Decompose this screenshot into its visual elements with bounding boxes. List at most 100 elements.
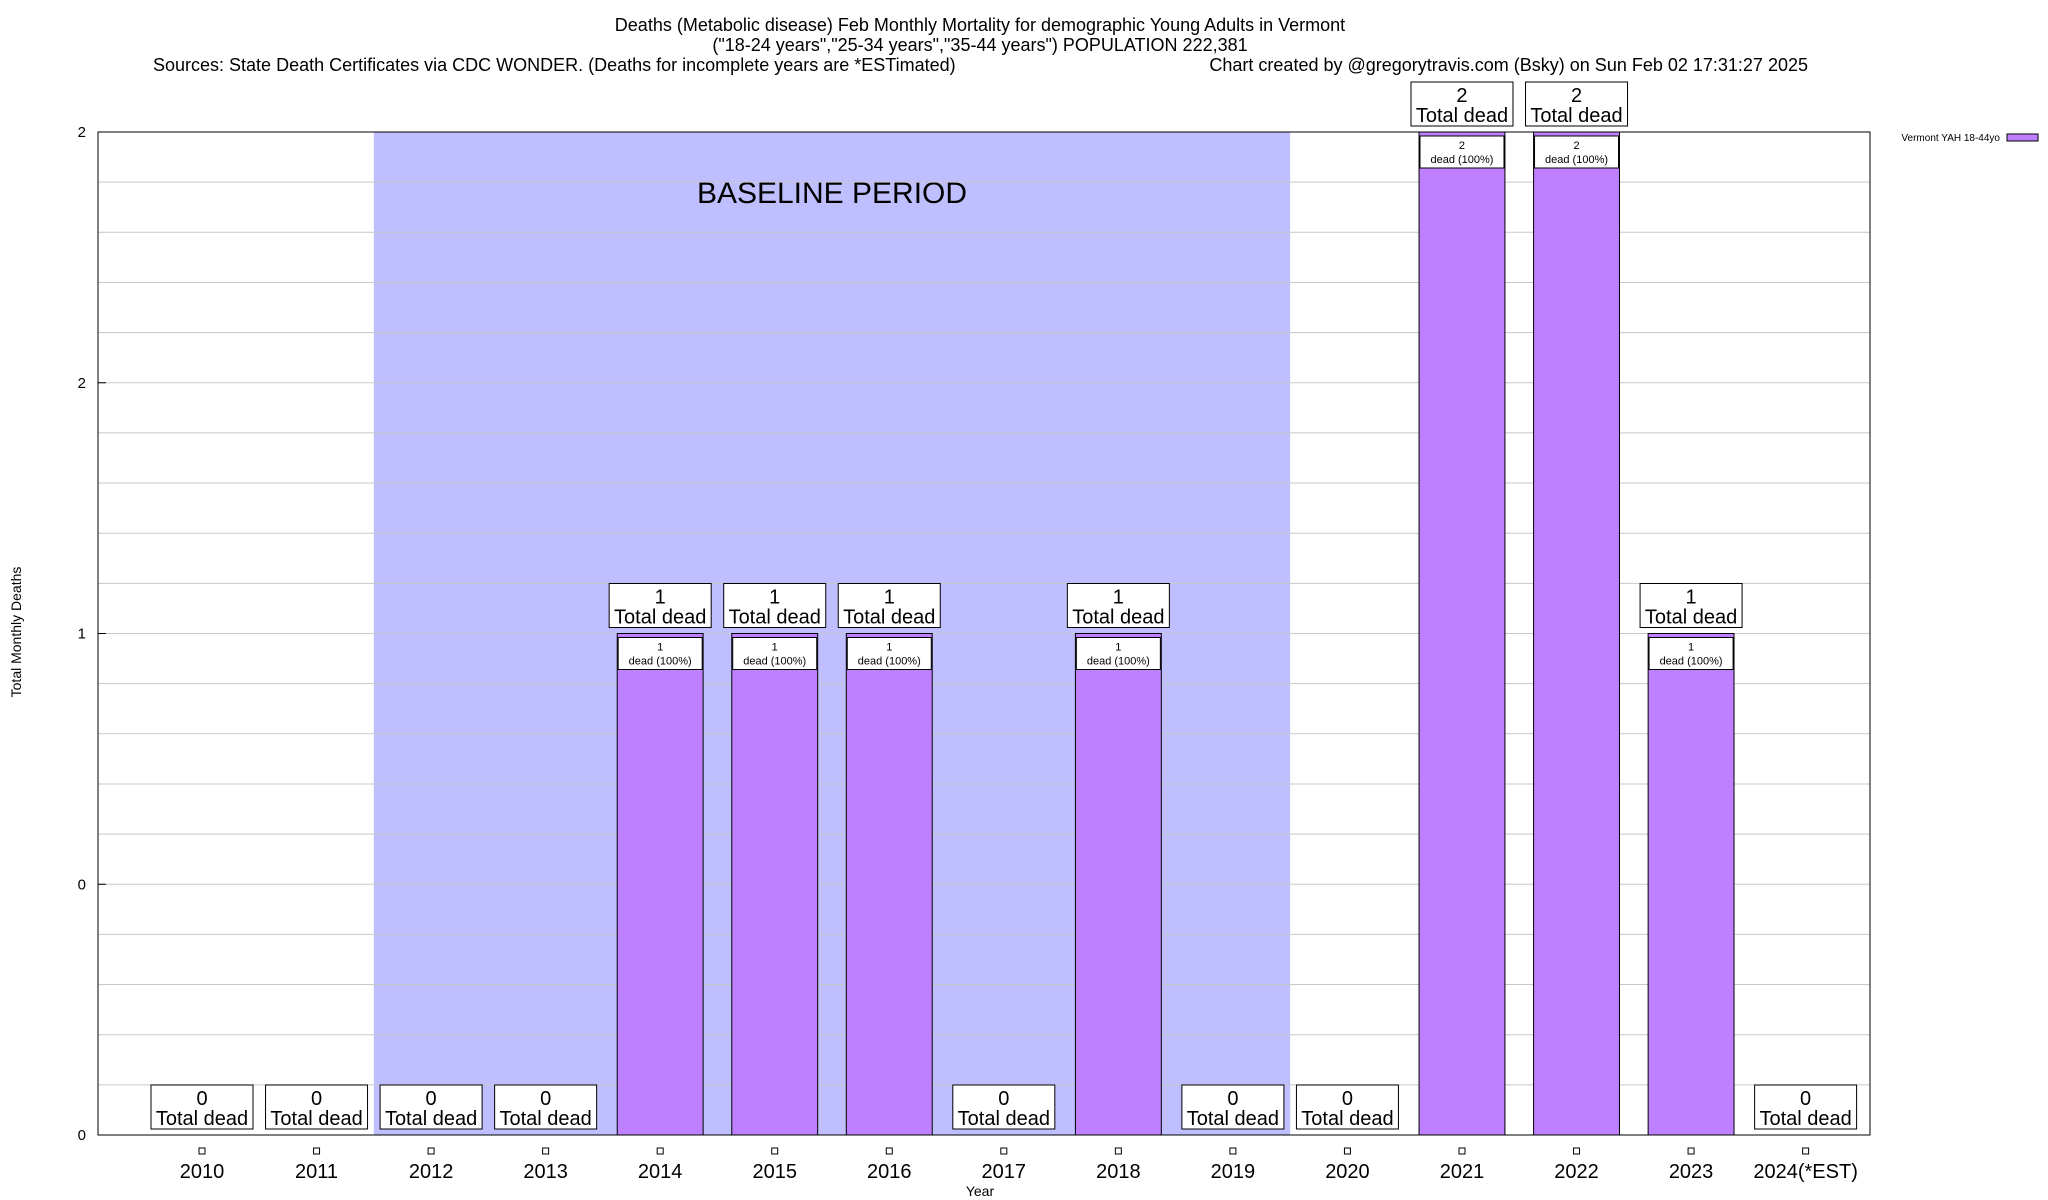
bar	[731, 633, 819, 1136]
total-label-text: Total dead	[843, 607, 935, 629]
inner-label-count: 1	[886, 642, 892, 654]
total-label-box	[1410, 81, 1514, 127]
inner-label-box	[732, 637, 818, 670]
x-tick-label: 2021	[1440, 1161, 1485, 1183]
total-label-box	[494, 1084, 598, 1130]
total-label-count: 0	[1342, 1088, 1353, 1110]
inner-label-box	[1534, 135, 1620, 169]
inner-label-text: dead (100%)	[629, 656, 692, 668]
total-label-box	[265, 1084, 369, 1130]
x-tick-marker	[656, 1147, 664, 1155]
chart-sources: Sources: State Death Certificates via CD…	[153, 55, 956, 75]
bar	[845, 633, 933, 1136]
x-tick-label: 2012	[409, 1161, 454, 1183]
inner-label-text: dead (100%)	[1545, 154, 1608, 166]
total-label-box	[837, 583, 941, 628]
x-tick-marker	[1458, 1147, 1466, 1155]
total-label-box	[1295, 1084, 1399, 1130]
y-tick-label: 0	[78, 876, 86, 893]
bar	[616, 633, 704, 1136]
total-label-box	[1525, 81, 1629, 127]
total-label-text: Total dead	[1301, 1108, 1393, 1130]
total-label-box	[952, 1084, 1056, 1130]
total-label-text: Total dead	[1187, 1108, 1279, 1130]
y-tick-label: 2	[78, 375, 86, 392]
total-label-text: Total dead	[1759, 1108, 1851, 1130]
total-label-text: Total dead	[270, 1108, 362, 1130]
x-tick-marker	[313, 1147, 321, 1155]
inner-label-box	[846, 637, 932, 670]
total-label-text: Total dead	[1645, 607, 1737, 629]
y-tick-label: 0	[78, 1127, 86, 1144]
total-label-text: Total dead	[385, 1108, 477, 1130]
bar	[1647, 633, 1735, 1136]
total-label-box	[1754, 1084, 1858, 1130]
chart-title-line-1: Deaths (Metabolic disease) Feb Monthly M…	[615, 15, 1345, 35]
total-label-count: 1	[1113, 587, 1124, 609]
bar	[1074, 633, 1162, 1136]
inner-label-count: 1	[1115, 642, 1121, 654]
x-tick-marker	[198, 1147, 206, 1155]
total-label-count: 0	[1227, 1088, 1238, 1110]
total-label-text: Total dead	[614, 607, 706, 629]
total-label-box	[1066, 583, 1170, 628]
total-label-count: 0	[998, 1088, 1009, 1110]
inner-label-box	[617, 637, 703, 670]
x-tick-marker	[542, 1147, 550, 1155]
y-tick-label: 2	[78, 124, 86, 141]
inner-label-count: 1	[1688, 642, 1694, 654]
total-label-count: 1	[1686, 587, 1697, 609]
total-label-text: Total dead	[729, 607, 821, 629]
x-tick-label: 2018	[1096, 1161, 1141, 1183]
legend-label: Vermont YAH 18-44yo	[1901, 133, 2000, 144]
x-tick-label: 2024(*EST)	[1753, 1161, 1858, 1183]
inner-label-count: 1	[657, 642, 663, 654]
inner-label-box	[1419, 135, 1505, 169]
inner-label-text: dead (100%)	[858, 656, 921, 668]
inner-label-box	[1075, 637, 1161, 670]
x-tick-marker	[427, 1147, 435, 1155]
bar	[1418, 131, 1506, 1136]
total-label-count: 0	[540, 1088, 551, 1110]
x-tick-label: 2023	[1669, 1161, 1714, 1183]
x-tick-label: 2015	[752, 1161, 797, 1183]
total-label-count: 2	[1571, 85, 1582, 107]
x-tick-label: 2013	[523, 1161, 568, 1183]
total-label-count: 0	[1800, 1088, 1811, 1110]
x-tick-label: 2010	[180, 1161, 225, 1183]
total-label-box	[150, 1084, 254, 1130]
total-label-text: Total dead	[958, 1108, 1050, 1130]
x-tick-marker	[1687, 1147, 1695, 1155]
total-label-box	[723, 583, 827, 628]
inner-label-text: dead (100%)	[1087, 656, 1150, 668]
total-label-count: 1	[655, 587, 666, 609]
total-label-text: Total dead	[1072, 607, 1164, 629]
total-label-count: 0	[426, 1088, 437, 1110]
inner-label-text: dead (100%)	[1430, 154, 1493, 166]
chart-title-line-2: ("18-24 years","25-34 years","35-44 year…	[712, 35, 1247, 55]
total-label-box	[1181, 1084, 1285, 1130]
x-axis-label: Year	[966, 1183, 995, 1199]
chart-credit: Chart created by @gregorytravis.com (Bsk…	[1209, 55, 1808, 75]
total-label-count: 0	[311, 1088, 322, 1110]
bar	[1533, 131, 1620, 1136]
total-label-text: Total dead	[1530, 105, 1622, 127]
total-label-box	[1639, 583, 1743, 628]
total-label-count: 1	[769, 587, 780, 609]
inner-label-box	[1648, 637, 1734, 670]
x-tick-marker	[1573, 1147, 1581, 1155]
total-label-count: 1	[884, 587, 895, 609]
total-label-text: Total dead	[499, 1108, 591, 1130]
x-tick-marker	[1343, 1147, 1351, 1155]
x-tick-label: 2017	[982, 1161, 1027, 1183]
inner-label-text: dead (100%)	[1660, 656, 1723, 668]
x-tick-label: 2019	[1211, 1161, 1256, 1183]
x-tick-label: 2022	[1554, 1161, 1599, 1183]
total-label-text: Total dead	[1416, 105, 1508, 127]
x-tick-marker	[885, 1147, 893, 1155]
total-label-count: 0	[196, 1088, 207, 1110]
x-tick-marker	[1229, 1147, 1237, 1155]
inner-label-count: 2	[1573, 140, 1579, 152]
x-tick-label: 2011	[295, 1161, 338, 1183]
